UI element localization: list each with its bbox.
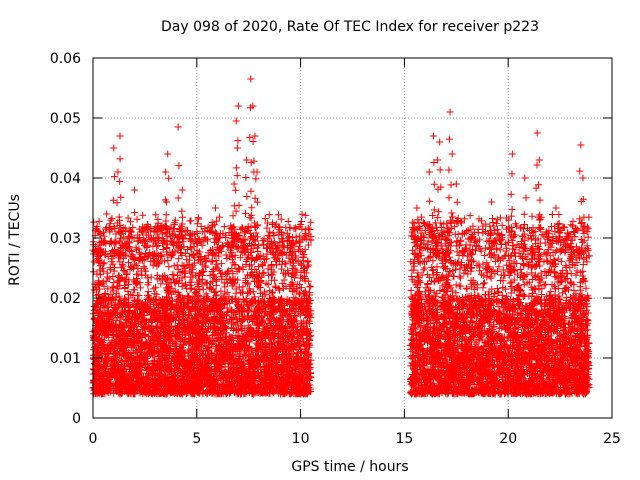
data-point	[93, 270, 101, 278]
data-point	[302, 211, 310, 219]
data-point	[265, 211, 273, 219]
data-point	[229, 212, 237, 220]
data-point	[103, 210, 111, 218]
data-point	[194, 215, 202, 223]
data-point	[204, 252, 212, 260]
data-point	[170, 262, 178, 270]
data-point	[152, 211, 160, 219]
data-point	[151, 283, 159, 291]
data-point	[264, 265, 272, 273]
data-point	[140, 263, 148, 271]
data-point	[220, 223, 228, 231]
data-point	[296, 232, 304, 240]
data-point	[114, 285, 122, 293]
data-point	[165, 263, 173, 271]
data-point	[259, 240, 267, 248]
scatter-series	[89, 75, 593, 398]
data-point	[298, 217, 306, 225]
data-point	[133, 215, 141, 223]
data-point	[174, 272, 182, 280]
data-point	[227, 249, 235, 257]
data-point	[107, 216, 115, 224]
data-point	[202, 279, 210, 287]
data-point	[162, 211, 170, 219]
data-point	[224, 307, 232, 315]
data-point	[260, 269, 268, 277]
data-point	[134, 270, 142, 278]
data-point	[284, 218, 292, 226]
data-point	[110, 278, 118, 286]
data-point	[108, 283, 116, 291]
data-point	[298, 210, 306, 218]
data-point	[208, 267, 216, 275]
data-point	[178, 213, 186, 221]
data-point	[119, 262, 127, 270]
data-point	[306, 283, 314, 291]
data-point	[124, 214, 132, 222]
data-point	[187, 217, 195, 225]
data-point	[157, 280, 165, 288]
data-point	[306, 225, 314, 233]
data-point	[90, 218, 98, 226]
data-point	[279, 242, 287, 250]
data-point	[259, 237, 267, 245]
data-point	[99, 279, 107, 287]
data-point	[110, 267, 118, 275]
data-point	[280, 276, 288, 284]
data-point	[292, 224, 300, 232]
data-point	[232, 289, 240, 297]
data-point	[139, 211, 147, 219]
